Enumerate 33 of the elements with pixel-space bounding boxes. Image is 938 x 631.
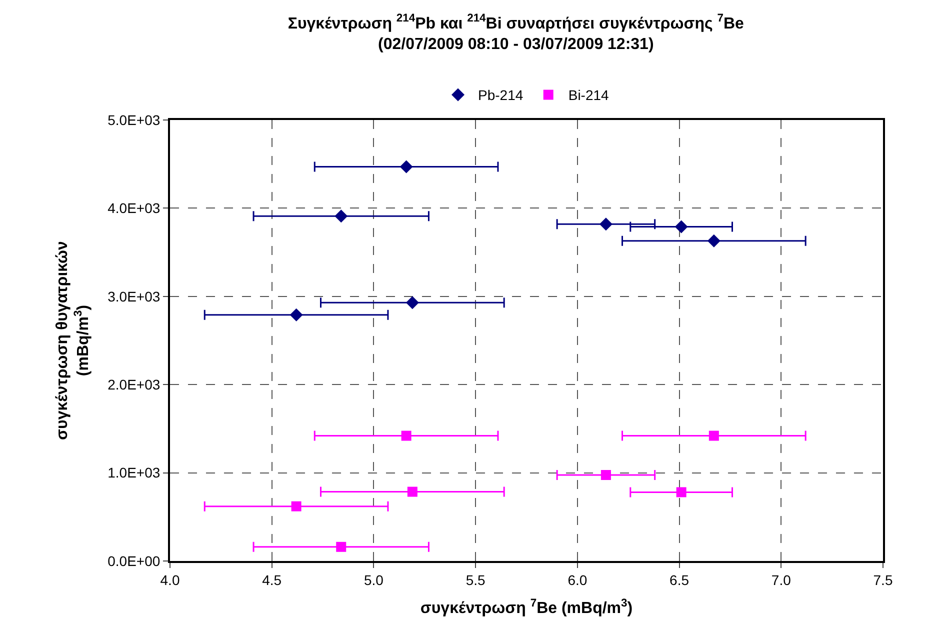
point bbox=[290, 308, 303, 322]
x-tick-label: 4.5 bbox=[262, 572, 282, 588]
x-tick-label: 7.0 bbox=[771, 572, 792, 588]
chart-subtitle: (02/07/2009 08:10 - 03/07/2009 12:31) bbox=[378, 36, 654, 54]
point bbox=[407, 486, 418, 497]
y-tick-label: 4.0E+03 bbox=[108, 200, 160, 216]
point bbox=[708, 430, 719, 441]
y-tick-label: 5.0E+03 bbox=[108, 112, 160, 128]
point bbox=[674, 220, 688, 234]
legend-label: Bi-214 bbox=[568, 87, 610, 104]
point bbox=[401, 430, 412, 441]
point bbox=[676, 487, 686, 498]
point bbox=[291, 501, 302, 512]
x-tick-label: 5.5 bbox=[466, 572, 486, 588]
point bbox=[336, 542, 346, 552]
x-tick-label: 6.5 bbox=[670, 572, 690, 588]
point bbox=[599, 218, 612, 231]
x-axis-title: συγκέντρωση $^{7}$Be (mBq/m$^{3}$) bbox=[420, 597, 633, 617]
point bbox=[406, 296, 419, 310]
x-tick-label: 6.0 bbox=[568, 572, 588, 588]
x-tick-label: 7.5 bbox=[873, 572, 893, 588]
y-tick-label: 0.0E+00 bbox=[108, 552, 160, 569]
chart-title: Συγκέντρωση $^{214}$Pb και $^{214}$Bi συναρτήσει συγκέντρωσης $^{7}$Be bbox=[288, 12, 744, 32]
x-tick-label: 4.0 bbox=[160, 572, 180, 588]
point bbox=[400, 160, 413, 174]
y-tick-label: 3.0E+03 bbox=[108, 288, 160, 304]
x-tick-label: 5.0 bbox=[364, 572, 384, 588]
point bbox=[707, 234, 720, 248]
point bbox=[334, 210, 348, 223]
point bbox=[600, 470, 611, 480]
legend-label: Pb-214 bbox=[478, 87, 524, 104]
y-tick-label: 2.0E+03 bbox=[108, 376, 160, 392]
y-tick-label: 1.0E+03 bbox=[108, 464, 160, 481]
